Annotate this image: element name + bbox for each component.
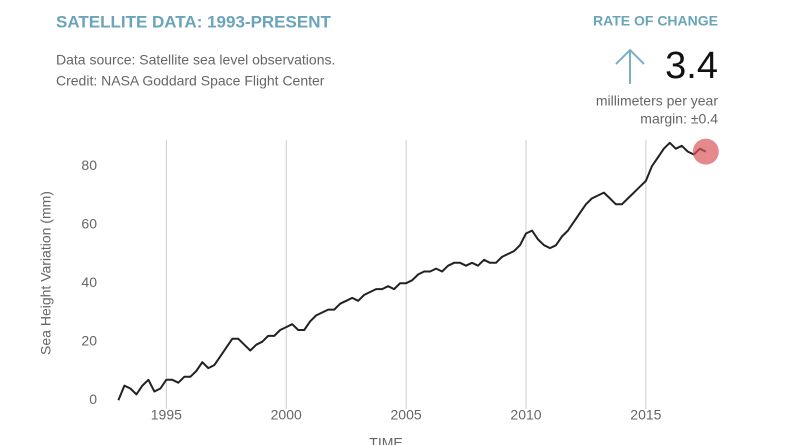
rate-margin: margin: ±0.4 [640, 111, 718, 127]
x-tick-label: 1995 [151, 407, 182, 423]
y-axis-label: Sea Height Variation (mm) [38, 191, 54, 355]
latest-point [692, 138, 719, 165]
up-arrow [615, 48, 645, 84]
data-line [117, 141, 707, 401]
x-tick-label: 2015 [630, 407, 661, 423]
y-tick-label: 40 [81, 274, 97, 290]
y-tick-label: 20 [81, 332, 97, 348]
rate-value: 3.4 [665, 45, 718, 87]
x-axis-label: TIME [369, 435, 402, 445]
title: SATELLITE DATA: 1993-PRESENT [56, 12, 331, 31]
rate-unit: millimeters per year [596, 93, 718, 109]
x-tick-label: 2005 [391, 407, 422, 423]
rate-label: RATE OF CHANGE [593, 13, 718, 29]
y-tick-label: 0 [89, 391, 97, 407]
source: Data source: Satellite sea level observa… [56, 52, 335, 68]
credit: Credit: NASA Goddard Space Flight Center [56, 73, 325, 89]
x-tick-label: 2010 [510, 407, 541, 423]
y-tick-label: 60 [81, 215, 97, 231]
x-tick-label: 2000 [271, 407, 302, 423]
y-tick-label: 80 [81, 157, 97, 173]
